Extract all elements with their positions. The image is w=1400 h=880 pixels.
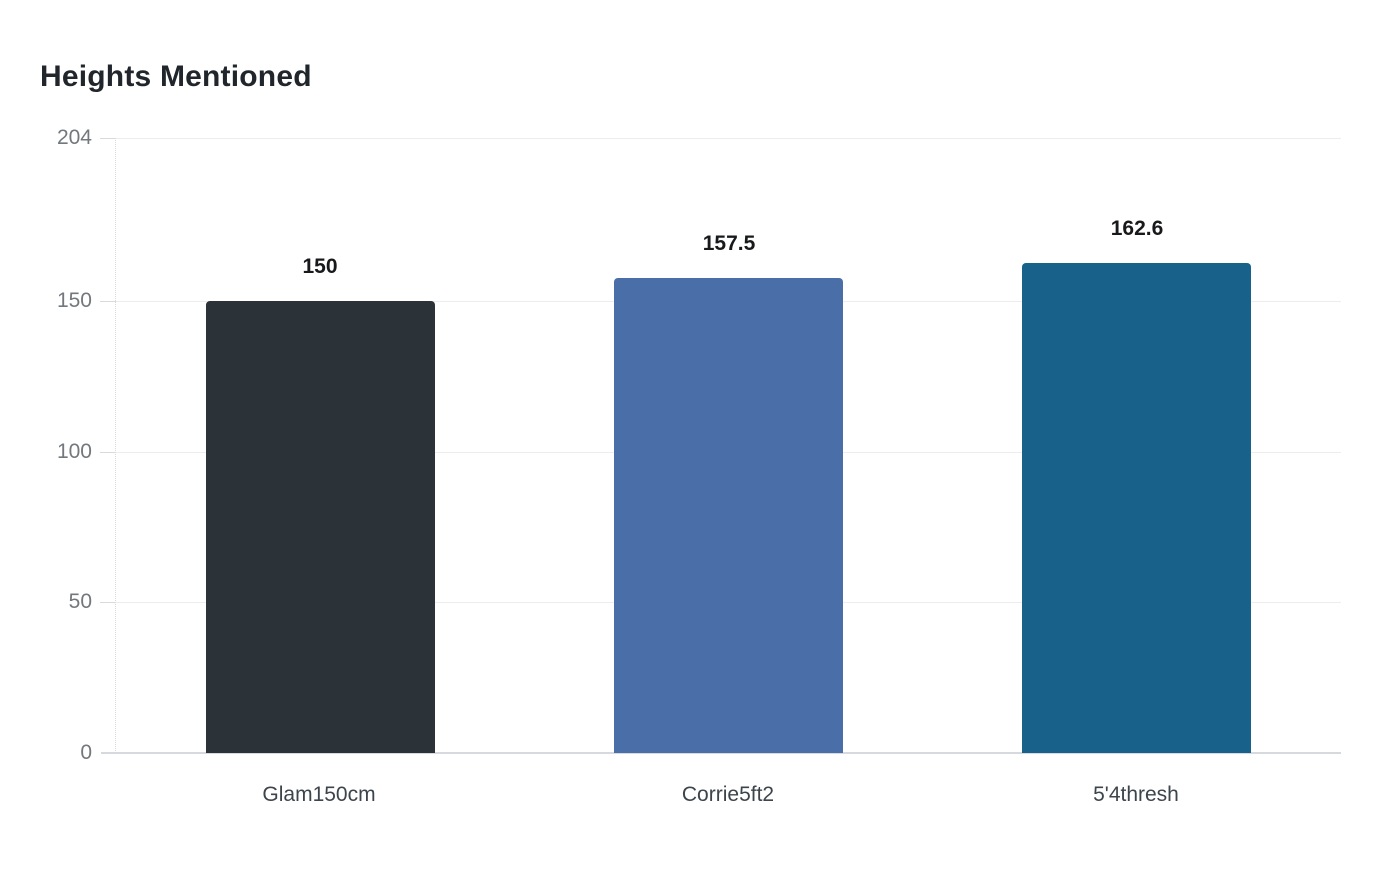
bar-corrie5ft2[interactable] (614, 278, 843, 753)
bar-value-label: 150 (302, 255, 338, 278)
bar-value-label: 162.6 (1110, 217, 1164, 240)
y-axis-tick-label: 150 (56, 289, 92, 312)
x-axis-category-label: 5'4thresh (1093, 783, 1179, 806)
y-gridline (101, 752, 1341, 754)
y-axis-tick-label: 204 (56, 126, 92, 149)
plot-area: 150 157.5 162.6 (100, 138, 1341, 754)
bar-value-label: 157.5 (702, 232, 756, 255)
bar-5-4thresh[interactable] (1022, 263, 1251, 753)
chart-title: Heights Mentioned (40, 60, 312, 93)
y-tick-mark (100, 452, 116, 453)
y-tick-mark (100, 602, 116, 603)
y-axis-tick-label: 100 (56, 440, 92, 463)
x-axis-category-label: Glam150cm (262, 783, 376, 806)
y-axis-tick-label: 0 (80, 741, 92, 764)
y-axis-tick-label: 50 (68, 590, 92, 613)
x-axis-category-label: Corrie5ft2 (681, 783, 775, 806)
bar-glam150cm[interactable] (206, 301, 435, 753)
y-tick-mark (100, 138, 116, 139)
y-tick-mark (100, 301, 116, 302)
y-gridline (116, 138, 1341, 139)
